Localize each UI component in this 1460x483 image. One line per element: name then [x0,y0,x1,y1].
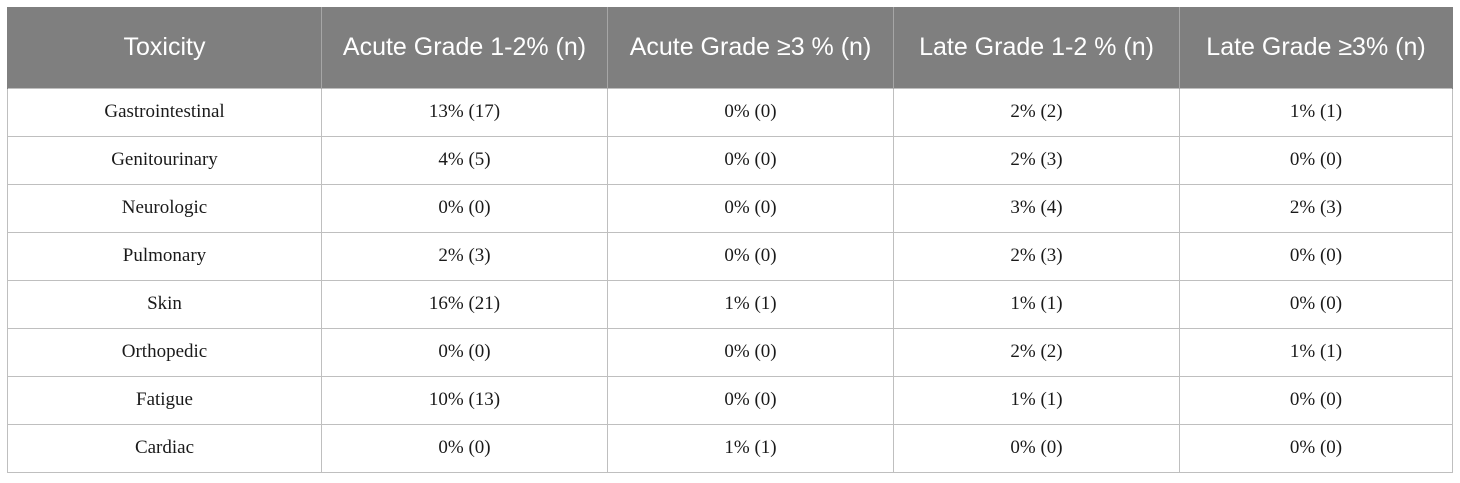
cell-acute-3-plus: 0% (0) [607,87,894,137]
cell-acute-3-plus: 1% (1) [607,423,894,473]
header-acute-grade-1-2: Acute Grade 1-2% (n) [321,7,608,88]
table-header: Toxicity Acute Grade 1-2% (n) Acute Grad… [7,7,1453,88]
header-row: Toxicity Acute Grade 1-2% (n) Acute Grad… [7,7,1453,88]
table-row: Genitourinary 4% (5) 0% (0) 2% (3) 0% (0… [7,135,1453,185]
cell-late-3-plus: 2% (3) [1179,183,1453,233]
table-row: Cardiac 0% (0) 1% (1) 0% (0) 0% (0) [7,423,1453,473]
table-row: Neurologic 0% (0) 0% (0) 3% (4) 2% (3) [7,183,1453,233]
toxicity-table: Toxicity Acute Grade 1-2% (n) Acute Grad… [7,7,1453,473]
cell-acute-3-plus: 1% (1) [607,279,894,329]
cell-toxicity: Neurologic [7,183,322,233]
cell-late-1-2: 2% (3) [893,135,1180,185]
cell-acute-1-2: 4% (5) [321,135,608,185]
cell-toxicity: Orthopedic [7,327,322,377]
cell-late-1-2: 1% (1) [893,279,1180,329]
cell-late-3-plus: 0% (0) [1179,231,1453,281]
table-container: Toxicity Acute Grade 1-2% (n) Acute Grad… [7,7,1453,473]
cell-acute-3-plus: 0% (0) [607,135,894,185]
cell-late-1-2: 2% (3) [893,231,1180,281]
table-row: Skin 16% (21) 1% (1) 1% (1) 0% (0) [7,279,1453,329]
cell-acute-1-2: 0% (0) [321,183,608,233]
cell-acute-1-2: 0% (0) [321,327,608,377]
cell-acute-3-plus: 0% (0) [607,183,894,233]
cell-acute-3-plus: 0% (0) [607,327,894,377]
cell-late-3-plus: 1% (1) [1179,327,1453,377]
cell-toxicity: Skin [7,279,322,329]
header-late-grade-3-plus: Late Grade ≥3% (n) [1179,7,1453,88]
header-acute-grade-3-plus: Acute Grade ≥3 % (n) [607,7,894,88]
cell-late-1-2: 2% (2) [893,327,1180,377]
cell-toxicity: Gastrointestinal [7,87,322,137]
cell-acute-1-2: 0% (0) [321,423,608,473]
table-row: Orthopedic 0% (0) 0% (0) 2% (2) 1% (1) [7,327,1453,377]
cell-late-3-plus: 1% (1) [1179,87,1453,137]
cell-acute-3-plus: 0% (0) [607,231,894,281]
cell-toxicity: Genitourinary [7,135,322,185]
cell-acute-1-2: 13% (17) [321,87,608,137]
cell-late-3-plus: 0% (0) [1179,279,1453,329]
cell-late-1-2: 3% (4) [893,183,1180,233]
table-row: Fatigue 10% (13) 0% (0) 1% (1) 0% (0) [7,375,1453,425]
cell-late-3-plus: 0% (0) [1179,135,1453,185]
cell-acute-3-plus: 0% (0) [607,375,894,425]
cell-toxicity: Fatigue [7,375,322,425]
cell-acute-1-2: 10% (13) [321,375,608,425]
cell-acute-1-2: 2% (3) [321,231,608,281]
cell-late-1-2: 0% (0) [893,423,1180,473]
header-toxicity: Toxicity [7,7,322,88]
table-row: Gastrointestinal 13% (17) 0% (0) 2% (2) … [7,87,1453,137]
cell-late-3-plus: 0% (0) [1179,375,1453,425]
cell-late-3-plus: 0% (0) [1179,423,1453,473]
header-late-grade-1-2: Late Grade 1-2 % (n) [893,7,1180,88]
cell-toxicity: Cardiac [7,423,322,473]
table-body: Gastrointestinal 13% (17) 0% (0) 2% (2) … [7,87,1453,473]
table-row: Pulmonary 2% (3) 0% (0) 2% (3) 0% (0) [7,231,1453,281]
cell-late-1-2: 1% (1) [893,375,1180,425]
cell-late-1-2: 2% (2) [893,87,1180,137]
cell-toxicity: Pulmonary [7,231,322,281]
cell-acute-1-2: 16% (21) [321,279,608,329]
